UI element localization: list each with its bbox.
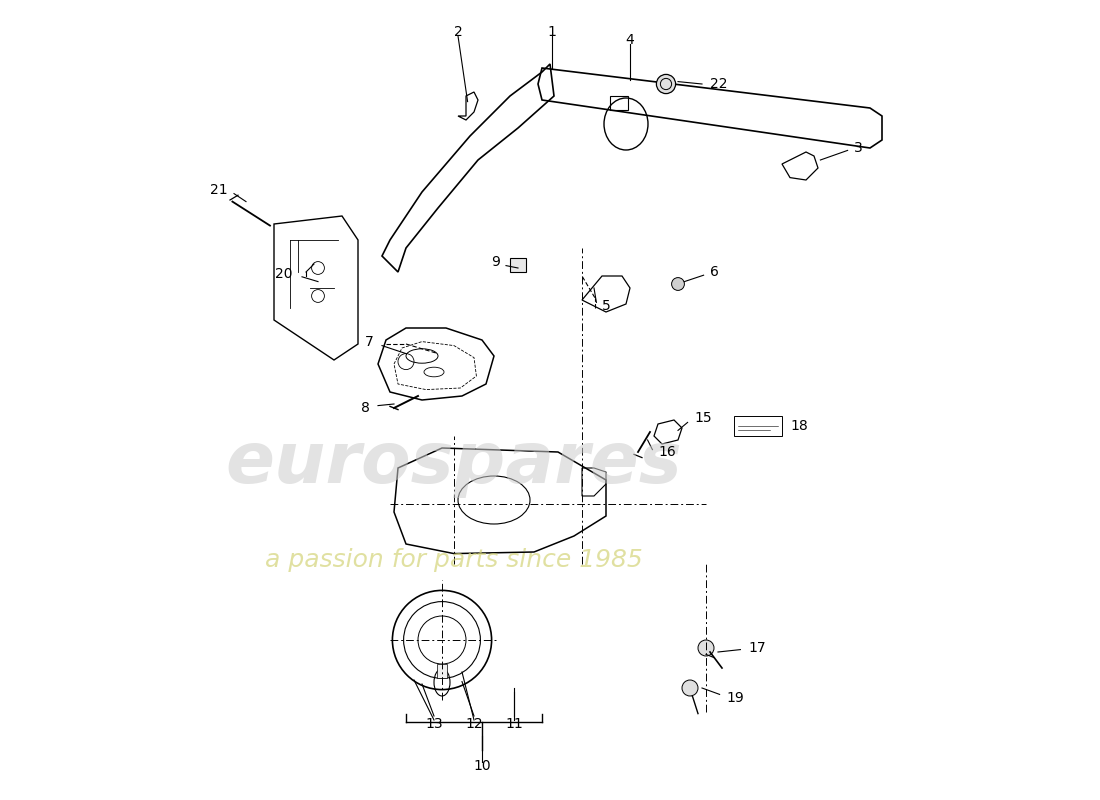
Text: 19: 19 <box>726 690 744 705</box>
Text: a passion for parts since 1985: a passion for parts since 1985 <box>265 548 642 572</box>
Text: 6: 6 <box>710 265 719 279</box>
Text: 2: 2 <box>453 25 462 39</box>
Circle shape <box>698 640 714 656</box>
Text: 22: 22 <box>710 77 727 91</box>
Text: 10: 10 <box>473 759 491 774</box>
Text: 7: 7 <box>365 335 374 350</box>
Text: 20: 20 <box>275 266 293 281</box>
Text: 17: 17 <box>748 641 766 655</box>
Text: 16: 16 <box>658 445 675 459</box>
Circle shape <box>657 74 675 94</box>
Text: 13: 13 <box>426 717 443 731</box>
FancyBboxPatch shape <box>437 664 447 678</box>
Text: 18: 18 <box>790 418 807 433</box>
Text: 4: 4 <box>626 33 635 47</box>
Circle shape <box>672 278 684 290</box>
Text: 12: 12 <box>465 717 483 731</box>
Text: 5: 5 <box>602 298 610 313</box>
Text: 11: 11 <box>505 717 522 731</box>
Text: eurospares: eurospares <box>226 430 682 498</box>
Text: 8: 8 <box>361 401 370 415</box>
Circle shape <box>682 680 698 696</box>
FancyBboxPatch shape <box>510 258 526 272</box>
Text: 21: 21 <box>210 183 228 198</box>
Text: 1: 1 <box>547 25 556 39</box>
Text: 15: 15 <box>694 410 712 425</box>
Text: 3: 3 <box>854 141 862 155</box>
Text: 9: 9 <box>492 255 500 270</box>
